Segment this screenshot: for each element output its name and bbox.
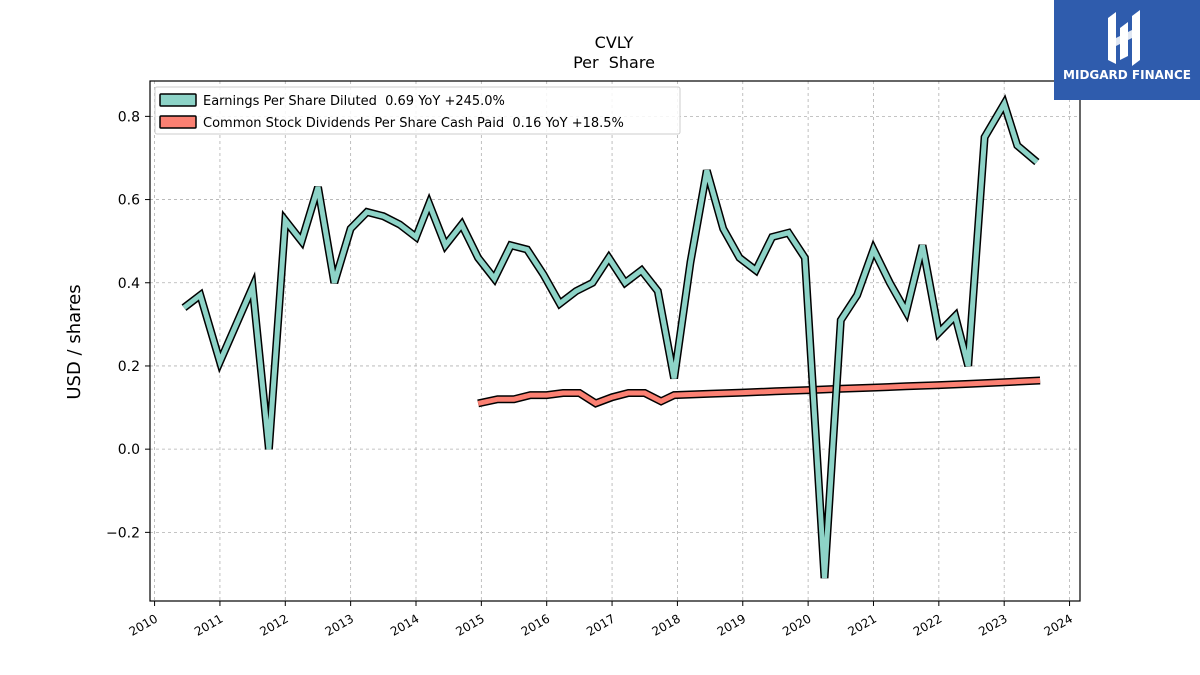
y-axis-label: USD / shares [64,284,85,399]
x-tick-label: 2012 [257,611,290,638]
y-axis: −0.2 0.0 0.2 0.4 0.6 0.8 [106,109,150,541]
legend-label-eps: Earnings Per Share Diluted 0.69 YoY +245… [203,94,505,109]
x-tick-label: 2013 [323,611,356,638]
midgard-finance-logo: MIDGARD FINANCE [1054,0,1200,100]
midgard-logo-icon [1108,10,1140,66]
y-tick-label: 0.8 [118,109,140,125]
y-tick-label: 0.6 [118,193,140,209]
x-tick-label: 2011 [192,611,225,638]
y-tick-label: −0.2 [106,525,140,541]
x-tick-label: 2022 [911,611,944,638]
x-tick-label: 2017 [584,611,617,638]
x-tick-label: 2024 [1042,611,1075,638]
chart-title: CVLY [595,33,634,52]
grid [150,81,1080,601]
x-tick-label: 2021 [846,611,879,638]
x-tick-label: 2014 [388,611,421,638]
legend-box [154,86,681,135]
x-tick-label: 2019 [715,611,748,638]
chart-subtitle: Per Share [573,53,655,72]
x-tick-label: 2018 [649,611,682,638]
legend-label-dividends: Common Stock Dividends Per Share Cash Pa… [203,116,624,131]
plot-frame [149,80,1081,602]
y-tick-label: 0.0 [118,442,140,458]
x-tick-label: 2010 [127,611,160,638]
x-tick-label: 2023 [976,611,1009,638]
y-tick-label: 0.2 [118,359,140,375]
logo-text: MIDGARD FINANCE [1063,68,1191,82]
series-dividends-line [477,378,1041,407]
x-axis: 2010 2011 2012 2013 2014 2015 2016 2017 2018 2019… [127,601,1075,639]
series-eps-outline [181,94,1040,579]
series-layer [181,94,1041,579]
legend-swatch-eps [159,93,197,107]
x-tick-label: 2015 [453,611,486,638]
legend-swatch-dividends [159,115,197,129]
x-tick-label: 2020 [780,611,813,638]
x-tick-label: 2016 [519,611,552,638]
legend: Earnings Per Share Diluted 0.69 YoY +245… [154,86,681,135]
series-eps-line [182,97,1039,579]
y-tick-label: 0.4 [118,276,140,292]
